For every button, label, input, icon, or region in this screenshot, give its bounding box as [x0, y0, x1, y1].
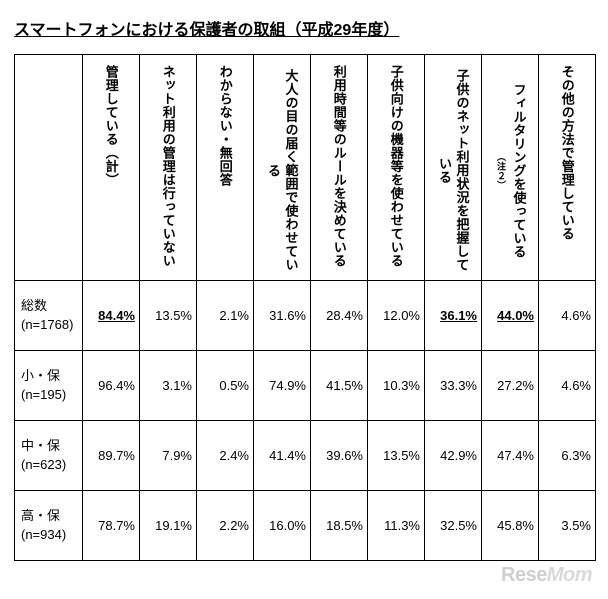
row-header: 総数(n=1768) [15, 281, 83, 351]
header-blank [15, 55, 83, 281]
cell: 7.9% [140, 421, 197, 491]
table-row: 小・保(n=195)96.4%3.1%0.5%74.9%41.5%10.3%33… [15, 351, 596, 421]
cell: 32.5% [425, 491, 482, 561]
cell: 2.1% [197, 281, 254, 351]
cell: 42.9% [425, 421, 482, 491]
cell: 16.0% [254, 491, 311, 561]
cell: 12.0% [368, 281, 425, 351]
cell: 13.5% [140, 281, 197, 351]
table-body: 総数(n=1768)84.4%13.5%2.1%31.6%28.4%12.0%3… [15, 281, 596, 561]
row-label-2: (n=623) [21, 456, 76, 474]
cell: 78.7% [83, 491, 140, 561]
col-header-3: 大人の目の届く範囲で使わせている [254, 55, 311, 281]
col-header-8: その他の方法で管理している [539, 55, 596, 281]
table-row: 総数(n=1768)84.4%13.5%2.1%31.6%28.4%12.0%3… [15, 281, 596, 351]
col-header-4: 利用時間等のルールを決めている [311, 55, 368, 281]
cell: 13.5% [368, 421, 425, 491]
cell: 11.3% [368, 491, 425, 561]
cell: 28.4% [311, 281, 368, 351]
cell: 18.5% [311, 491, 368, 561]
cell: 3.1% [140, 351, 197, 421]
cell: 2.2% [197, 491, 254, 561]
cell: 74.9% [254, 351, 311, 421]
row-header: 高・保(n=934) [15, 491, 83, 561]
cell: 3.5% [539, 491, 596, 561]
cell: 6.3% [539, 421, 596, 491]
col-header-0: 管理している（計） [83, 55, 140, 281]
cell: 41.5% [311, 351, 368, 421]
cell: 33.3% [425, 351, 482, 421]
col-header-7: フィルタリングを使っている（注２） [482, 55, 539, 281]
watermark: ReseMom [501, 564, 592, 587]
cell: 47.4% [482, 421, 539, 491]
row-label-2: (n=934) [21, 526, 76, 544]
row-header: 小・保(n=195) [15, 351, 83, 421]
row-label-1: 中・保 [21, 437, 76, 455]
cell: 27.2% [482, 351, 539, 421]
col-header-6: 子供のネット利用状況を把握している [425, 55, 482, 281]
row-label-2: (n=1768) [21, 316, 76, 334]
cell: 36.1% [425, 281, 482, 351]
cell: 89.7% [83, 421, 140, 491]
cell: 44.0% [482, 281, 539, 351]
cell: 31.6% [254, 281, 311, 351]
row-header: 中・保(n=623) [15, 421, 83, 491]
cell: 10.3% [368, 351, 425, 421]
cell: 0.5% [197, 351, 254, 421]
cell: 2.4% [197, 421, 254, 491]
row-label-2: (n=195) [21, 386, 76, 404]
col-header-1: ネット利用の管理は行っていない [140, 55, 197, 281]
cell: 19.1% [140, 491, 197, 561]
cell: 39.6% [311, 421, 368, 491]
row-label-1: 小・保 [21, 367, 76, 385]
cell: 4.6% [539, 351, 596, 421]
col-header-2: わからない・無回答 [197, 55, 254, 281]
cell: 4.6% [539, 281, 596, 351]
row-label-1: 高・保 [21, 507, 76, 525]
cell: 45.8% [482, 491, 539, 561]
row-label-1: 総数 [21, 297, 76, 315]
cell: 96.4% [83, 351, 140, 421]
col-header-5: 子供向けの機器等を使わせている [368, 55, 425, 281]
cell: 84.4% [83, 281, 140, 351]
cell: 41.4% [254, 421, 311, 491]
header-row: 管理している（計） ネット利用の管理は行っていない わからない・無回答 大人の目… [15, 55, 596, 281]
table-row: 高・保(n=934)78.7%19.1%2.2%16.0%18.5%11.3%3… [15, 491, 596, 561]
data-table: 管理している（計） ネット利用の管理は行っていない わからない・無回答 大人の目… [14, 54, 596, 561]
table-row: 中・保(n=623)89.7%7.9%2.4%41.4%39.6%13.5%42… [15, 421, 596, 491]
document-title: スマートフォンにおける保護者の取組（平成29年度） [14, 16, 594, 40]
